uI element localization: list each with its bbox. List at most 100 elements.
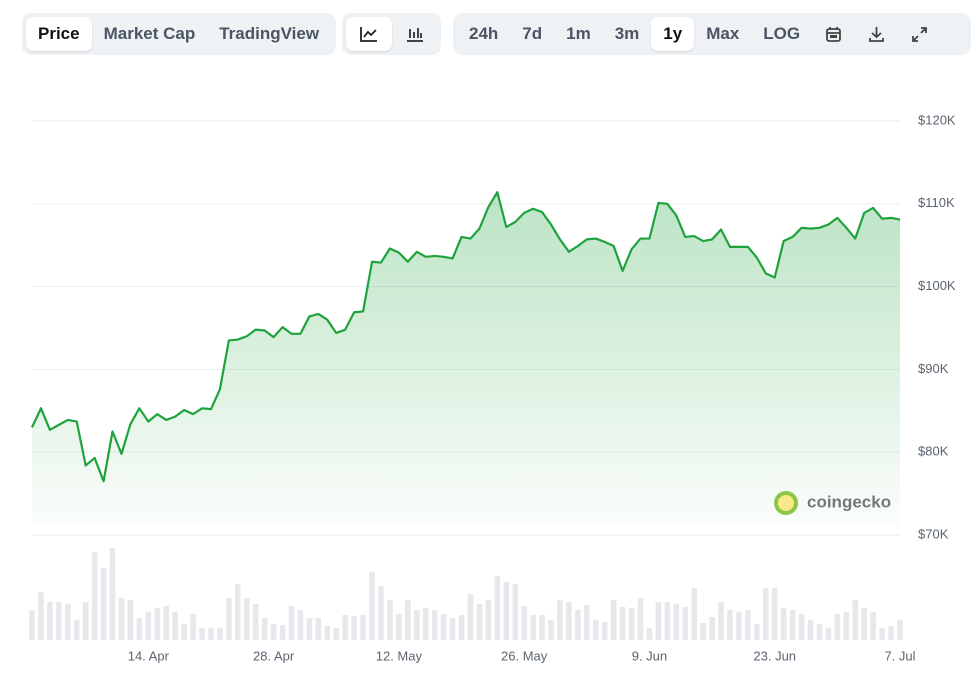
logo-inner (778, 495, 794, 511)
volume-bar (82, 602, 89, 640)
volume-bar (646, 628, 653, 640)
volume-bar (888, 626, 894, 640)
volume-bar (870, 612, 876, 640)
volume-bar (56, 602, 62, 640)
y-tick-label: $110K (918, 195, 955, 210)
volume-bar (771, 588, 778, 640)
range-tab[interactable]: LOG (763, 24, 801, 43)
x-tick-label: 7. Jul (884, 648, 915, 663)
volume-bar (405, 600, 411, 640)
volume-bar (315, 618, 322, 640)
range-tab[interactable]: 1y (651, 17, 695, 51)
volume-bar (235, 584, 241, 640)
line-chart-button[interactable] (346, 17, 392, 51)
volume-bar (342, 615, 348, 640)
range-tab[interactable]: 1m (566, 24, 591, 43)
view-tab[interactable]: TradingView (219, 24, 320, 43)
logo (774, 491, 798, 515)
range-tabs: 24h 7d 1m 3m 1y Max LOG (453, 13, 971, 55)
volume-bar (261, 618, 268, 640)
range-tab[interactable]: 24h (469, 24, 499, 43)
volume-bar (73, 620, 80, 640)
volume-bar (369, 572, 375, 640)
volume-bar (136, 618, 143, 640)
volume-bar (628, 608, 635, 640)
volume-bar (145, 612, 152, 640)
download-button[interactable] (855, 17, 898, 51)
y-tick-label: $100K (918, 278, 956, 293)
volume-bar (584, 605, 590, 640)
volume-bar (691, 588, 697, 640)
volume-bar (378, 586, 384, 640)
x-tick-label: 9. Jun (632, 648, 667, 663)
volume-bar (852, 600, 859, 640)
volume-bar (610, 600, 617, 640)
volume-bar (360, 615, 366, 640)
volume-bar (279, 625, 286, 640)
volume-bar (217, 628, 223, 640)
volume-bar (47, 602, 53, 640)
volume-bar (208, 628, 214, 640)
volume-bar (637, 598, 644, 640)
volume-bar (745, 610, 751, 640)
volume-bar (38, 592, 44, 640)
volume-bar (324, 626, 331, 640)
view-tab[interactable]: Market Cap (103, 24, 196, 43)
chart-style-tabs (342, 13, 441, 55)
volume-bar (655, 602, 662, 640)
price-line (31, 191, 901, 483)
view-tabs: Price Market Cap TradingView (22, 13, 336, 55)
volume-bar (100, 568, 107, 640)
volume-bar (109, 548, 116, 640)
volume-bar (467, 594, 474, 640)
volume-bar (458, 615, 465, 640)
line-icon (360, 27, 377, 42)
volume-bar (673, 604, 680, 640)
volume-bar (199, 628, 205, 640)
volume-bar (834, 614, 841, 640)
x-tick-label: 26. May (501, 648, 548, 663)
watermark-text: coingecko (807, 492, 891, 511)
volume-bar (440, 614, 447, 640)
range-tab[interactable]: 7d (522, 24, 543, 43)
fullscreen-button[interactable] (898, 17, 941, 51)
volume-bar (789, 610, 796, 640)
volume-bar (512, 584, 518, 640)
volume-bar (91, 552, 98, 640)
volume-bar (172, 612, 178, 640)
volume-bar (503, 582, 510, 640)
y-tick-label: $90K (918, 361, 949, 376)
candle-chart-button[interactable] (392, 17, 438, 51)
volume-bar (485, 600, 492, 640)
volume-bar (843, 612, 850, 640)
volume-bar (754, 624, 760, 640)
watermark: coingecko (774, 491, 891, 515)
volume-bar (422, 608, 429, 640)
volume-bar (127, 600, 134, 640)
volume-bar (727, 610, 733, 640)
icon (826, 27, 842, 42)
range-tab[interactable]: Max (706, 24, 740, 43)
volume-bar (592, 620, 599, 640)
volume-bar (243, 598, 250, 640)
volume-bar (548, 620, 554, 640)
volume-bar (530, 615, 536, 640)
calendar-button[interactable] (812, 17, 855, 51)
volume-bar (154, 608, 161, 640)
view-tab[interactable]: Price (26, 17, 92, 51)
volume-bar (879, 628, 885, 640)
x-tick-label: 14. Apr (128, 648, 170, 663)
range-tab[interactable]: 3m (614, 24, 640, 43)
volume-bar (181, 624, 187, 640)
volume-bar (387, 600, 393, 640)
volume-bar (798, 614, 805, 640)
volume-bar (682, 607, 689, 640)
volume-bar (521, 606, 527, 640)
volume-bar (816, 624, 823, 640)
volume-bar (297, 610, 304, 640)
volume-bar (619, 607, 626, 640)
volume-bar (288, 606, 295, 640)
volume-bar (861, 608, 867, 640)
